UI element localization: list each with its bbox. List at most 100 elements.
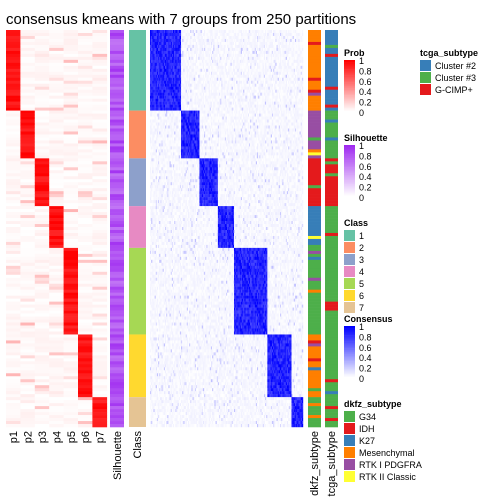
consensus-cell [162, 69, 163, 72]
prob-cell [78, 117, 93, 120]
consensus-cell [153, 75, 154, 78]
consensus-cell [233, 30, 234, 33]
consensus-cell [229, 105, 230, 108]
consensus-cell [258, 60, 259, 63]
consensus-cell [277, 114, 278, 117]
consensus-cell [296, 105, 297, 108]
consensus-cell [166, 96, 167, 99]
consensus-cell [271, 36, 272, 39]
consensus-cell [254, 33, 255, 36]
prob-cell [78, 173, 93, 176]
consensus-cell [256, 111, 257, 114]
prob-cell [78, 102, 93, 105]
consensus-cell [208, 84, 209, 87]
consensus-cell [257, 63, 258, 66]
consensus-cell [302, 54, 303, 57]
consensus-cell [225, 69, 226, 72]
consensus-cell [256, 60, 257, 63]
prob-cell [78, 299, 93, 302]
consensus-cell [293, 36, 294, 39]
consensus-cell [279, 60, 280, 63]
consensus-cell [197, 39, 198, 42]
consensus-cell [291, 72, 292, 75]
consensus-cell [274, 45, 275, 48]
consensus-cell [183, 42, 184, 45]
consensus-cell [251, 69, 252, 72]
consensus-cell [275, 90, 276, 93]
prob-cell [49, 308, 64, 311]
prob-cell [78, 281, 93, 284]
consensus-cell [270, 102, 271, 105]
prob-cell [35, 251, 50, 254]
consensus-cell [251, 84, 252, 87]
prob-cell [92, 346, 107, 349]
consensus-cell [243, 114, 244, 117]
consensus-cell [172, 84, 173, 87]
consensus-cell [193, 69, 194, 72]
prob-cell [49, 409, 64, 412]
consensus-cell [275, 78, 276, 81]
consensus-cell [160, 108, 161, 111]
consensus-cell [171, 45, 172, 48]
consensus-cell [281, 72, 282, 75]
prob-cell [78, 176, 93, 179]
consensus-cell [289, 57, 290, 60]
consensus-cell [243, 81, 244, 84]
consensus-cell [267, 51, 268, 54]
consensus-cell [212, 36, 213, 39]
consensus-cell [227, 93, 228, 96]
prob-cell [64, 63, 79, 66]
consensus-cell [151, 42, 152, 45]
prob-cell [20, 87, 35, 90]
consensus-cell [272, 114, 273, 117]
consensus-cell [157, 78, 158, 81]
consensus-cell [251, 63, 252, 66]
consensus-cell [234, 114, 235, 117]
consensus-cell [293, 72, 294, 75]
consensus-cell [171, 66, 172, 69]
prob-cell [92, 317, 107, 320]
prob-cell [35, 33, 50, 36]
prob-cell [6, 167, 21, 170]
consensus-cell [255, 111, 256, 114]
consensus-cell [187, 108, 188, 111]
prob-cell [78, 84, 93, 87]
prob-cell [6, 251, 21, 254]
consensus-cell [222, 114, 223, 117]
consensus-cell [290, 72, 291, 75]
consensus-cell [176, 51, 177, 54]
consensus-cell [273, 39, 274, 42]
prob-cell [20, 75, 35, 78]
consensus-cell [209, 102, 210, 105]
prob-cell [92, 236, 107, 239]
consensus-cell [287, 69, 288, 72]
consensus-cell [189, 111, 190, 114]
consensus-cell [171, 78, 172, 81]
consensus-cell [283, 57, 284, 60]
consensus-cell [194, 51, 195, 54]
prob-cell [92, 424, 107, 427]
prob-cell [78, 129, 93, 132]
consensus-cell [300, 60, 301, 63]
consensus-cell [211, 105, 212, 108]
consensus-cell [271, 42, 272, 45]
consensus-cell [256, 96, 257, 99]
consensus-cell [272, 105, 273, 108]
consensus-cell [235, 30, 236, 33]
silhouette-cell [110, 224, 124, 227]
consensus-cell [267, 33, 268, 36]
prob-cell [20, 30, 35, 33]
prob-cell [64, 248, 79, 251]
consensus-cell [279, 42, 280, 45]
consensus-cell [258, 75, 259, 78]
consensus-cell [265, 48, 266, 51]
consensus-cell [286, 63, 287, 66]
consensus-cell [168, 105, 169, 108]
consensus-cell [233, 102, 234, 105]
prob-cell [92, 334, 107, 337]
consensus-cell [255, 39, 256, 42]
consensus-cell [258, 36, 259, 39]
consensus-cell [186, 81, 187, 84]
prob-cell [35, 78, 50, 81]
prob-cell [35, 269, 50, 272]
